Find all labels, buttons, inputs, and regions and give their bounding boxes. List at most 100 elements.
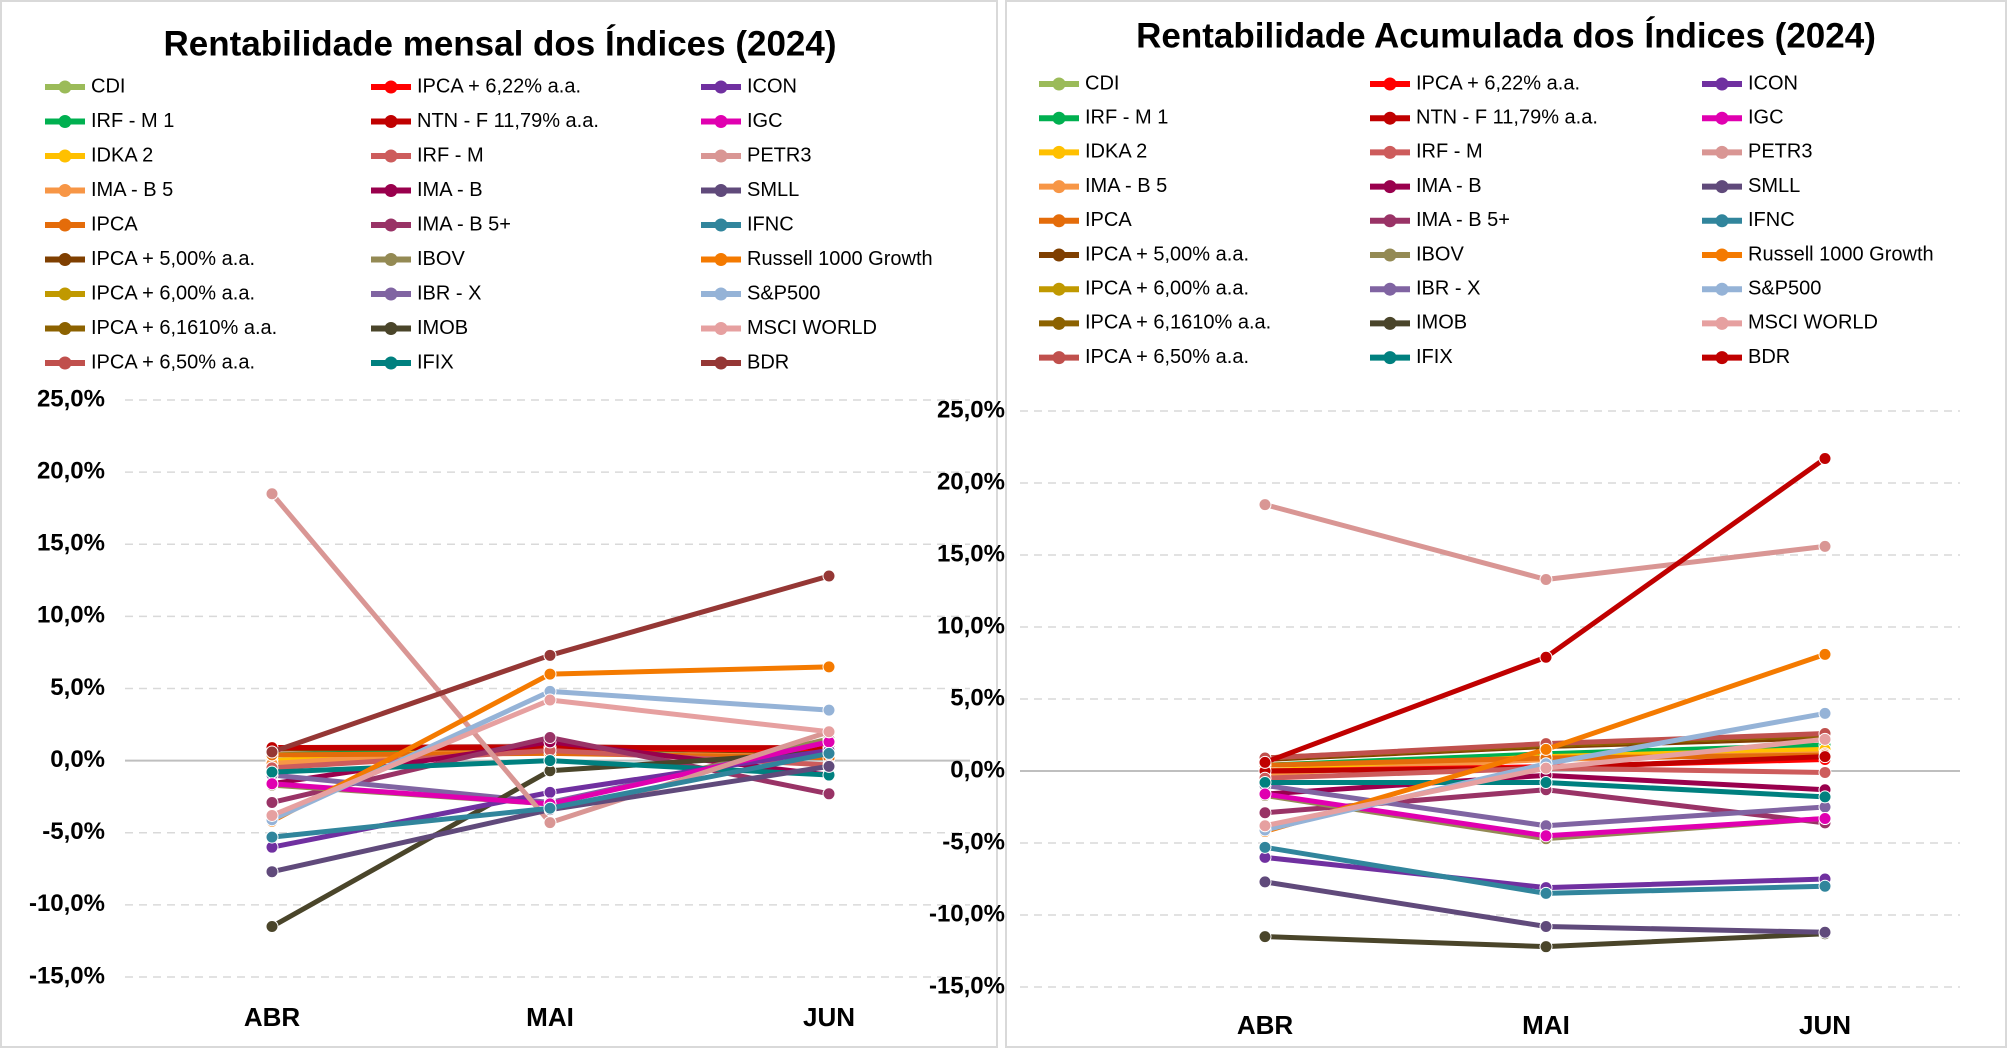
legend-label: CDI [1085,72,1119,94]
y-tick-label: -5,0% [42,818,105,845]
legend-marker [714,356,728,370]
data-point [265,808,279,822]
legend-marker [1383,77,1397,91]
legend-marker [1383,111,1397,125]
legend-label: IPCA + 6,50% a.a. [91,351,255,373]
legend-label: IDKA 2 [1085,141,1147,163]
data-point [1539,650,1553,664]
x-tick-label: JUN [1799,1010,1851,1040]
data-point [543,754,557,768]
legend-label: IBR - X [1416,277,1480,299]
legend-label: BDR [747,351,789,373]
legend-label: IMOB [1416,312,1467,334]
data-point [822,759,836,773]
data-point [543,785,557,799]
y-tick-label: -15,0% [929,972,1005,999]
legend-label: IBOV [1416,243,1464,265]
legend-marker [1052,111,1066,125]
legend-label: ICON [747,75,797,97]
legend-marker [1715,180,1729,194]
legend-label: NTN - F 11,79% a.a. [417,110,599,132]
legend-label: IBR - X [417,282,481,304]
x-tick-label: ABR [1237,1010,1294,1040]
data-point [265,777,279,791]
legend-label: PETR3 [747,144,811,166]
legend-label: IPCA + 6,1610% a.a. [1085,312,1271,334]
legend-label: IDKA 2 [91,144,153,166]
y-tick-label: -10,0% [29,890,105,917]
legend-label: SMLL [1748,175,1800,197]
data-point [1539,940,1553,954]
legend-marker [1052,316,1066,330]
y-tick-label: 10,0% [37,602,105,629]
data-point [1539,742,1553,756]
legend-label: IPCA + 6,00% a.a. [91,282,255,304]
legend-marker [384,149,398,163]
data-point [1258,776,1272,790]
data-point [543,731,557,745]
data-point [822,703,836,717]
legend-label: IPCA + 5,00% a.a. [91,248,255,270]
series-line [271,573,830,755]
data-point [1539,886,1553,900]
legend-label: IMA - B 5 [91,179,173,201]
data-point [1258,498,1272,512]
x-tick-label: JUN [803,1002,855,1032]
legend-marker [1052,282,1066,296]
legend-label: Russell 1000 Growth [1748,243,1934,265]
y-tick-label: 5,0% [50,674,105,701]
y-tick-label: 15,0% [37,530,105,557]
legend-label: IGC [1748,106,1784,128]
data-point [543,816,557,830]
legend-label: CDI [91,75,125,97]
data-point [1818,879,1832,893]
data-point [1818,706,1832,720]
legend-marker [1715,111,1729,125]
legend-label: IRF - M 1 [91,110,174,132]
legend-marker [714,322,728,335]
legend-marker [1052,248,1066,262]
legend-label: S&P500 [1748,277,1821,299]
legend-marker [714,253,728,266]
legend-label: IPCA [1085,209,1132,231]
legend-label: IPCA + 6,00% a.a. [1085,277,1249,299]
data-point [1539,776,1553,790]
legend-label: IRF - M 1 [1085,106,1168,128]
y-tick-label: 0,0% [950,756,1005,783]
legend-label: PETR3 [1748,141,1812,163]
legend-marker [1383,248,1397,262]
legend-marker [714,115,728,128]
legend-marker [384,356,398,370]
data-point [1818,732,1832,746]
data-point [543,693,557,707]
legend-label: MSCI WORLD [747,317,877,339]
data-point [1539,761,1553,775]
series-line [1264,456,1827,765]
data-point [1818,539,1832,553]
legend-marker [1052,180,1066,194]
legend-marker [1052,77,1066,91]
legend-marker [1383,145,1397,159]
legend-marker [384,80,398,94]
legend-label: IRF - M [417,144,484,166]
data-point [822,725,836,739]
legend-label: IMA - B [1416,175,1482,197]
legend-marker [1715,214,1729,228]
data-point [543,801,557,815]
panel-border [0,0,998,1048]
data-point [265,865,279,879]
y-tick-label: 20,0% [937,468,1005,495]
legend-label: S&P500 [747,282,820,304]
legend-marker [1715,77,1729,91]
legend-marker [1383,282,1397,296]
data-point [1818,765,1832,779]
legend-label: IPCA + 6,1610% a.a. [91,317,277,339]
data-point [1258,875,1272,889]
y-tick-label: 25,0% [37,385,105,412]
data-point [1258,819,1272,833]
data-point [1539,572,1553,586]
legend-label: BDR [1748,346,1790,368]
legend-label: Russell 1000 Growth [747,248,933,270]
data-point [1539,829,1553,843]
